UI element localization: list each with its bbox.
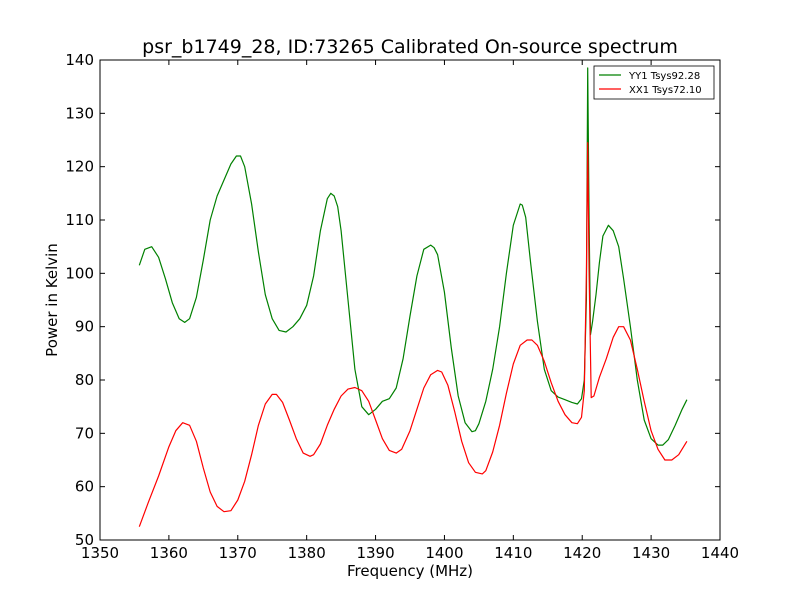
series-line-yy1 [138,67,688,446]
axis-ticks: 1350 1360 1370 1380 1390 1400 1410 1420 1430 1440… [65,51,739,562]
y-tick-label: 120 [65,158,94,176]
legend-label-yy1: YY1 Tsys92.28 [628,71,700,82]
y-tick-label: 110 [65,211,94,229]
y-tick-label: 140 [65,51,94,69]
legend-box [593,65,715,100]
legend: YY1 Tsys92.28 XX1 Tsys72.10 [593,65,715,100]
x-tick-label: 1410 [494,544,532,562]
y-tick-label: 90 [75,318,94,336]
x-tick-label: 1350 [81,544,119,562]
x-tick-label: 1370 [219,544,257,562]
x-tick-label: 1440 [701,544,739,562]
y-tick-label: 70 [75,424,94,442]
y-tick-label: 100 [65,264,94,282]
legend-label-xx1: XX1 Tsys72.10 [629,85,702,96]
series-group [138,67,688,527]
series-line-xx1 [138,142,688,527]
x-tick-label: 1430 [632,544,670,562]
y-tick-label: 130 [65,104,94,122]
x-tick-label: 1420 [563,544,601,562]
x-tick-label: 1380 [288,544,326,562]
y-tick-label: 80 [75,371,94,389]
x-tick-label: 1390 [356,544,394,562]
y-tick-label: 50 [75,531,94,549]
x-tick-label: 1360 [150,544,188,562]
x-axis-label: Frequency (MHz) [347,562,473,580]
chart-title: psr_b1749_28, ID:73265 Calibrated On-sou… [142,36,678,58]
plot-area-frame [99,59,721,541]
y-tick-label: 60 [75,478,94,496]
y-axis-label: Power in Kelvin [43,243,61,357]
x-tick-label: 1400 [425,544,463,562]
